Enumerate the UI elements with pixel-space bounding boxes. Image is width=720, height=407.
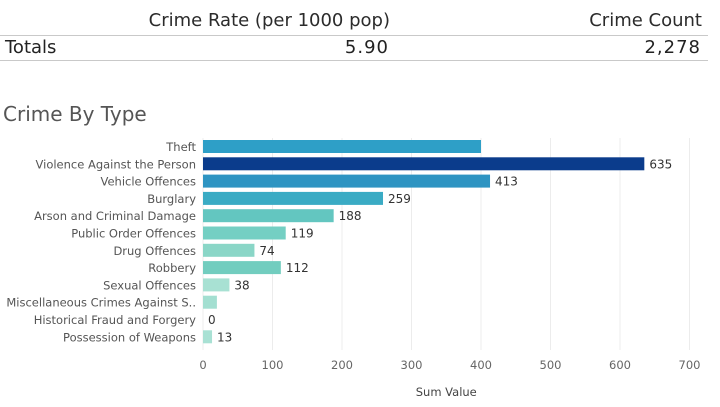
category-label: Vehicle Offences	[100, 175, 196, 189]
bar	[203, 209, 334, 223]
chart-x-axis: 0 100 200 300 400 500 600 700	[199, 358, 700, 372]
chart-value-labels: 635 413 259 188 119 74 112 38 013	[208, 157, 672, 344]
x-tick-label: 600	[609, 358, 631, 372]
x-tick-label: 700	[679, 358, 701, 372]
crime-rate-header: Crime Rate (per 1000 pop)	[148, 10, 390, 31]
data-label: 0	[208, 313, 216, 327]
totals-row: Totals 5.90 2,278	[0, 35, 708, 61]
x-tick-label: 200	[331, 358, 353, 372]
category-label: Drug Offences	[113, 244, 196, 258]
category-label: Sexual Offences	[103, 278, 196, 292]
data-label: 188	[339, 209, 362, 223]
category-label: Arson and Criminal Damage	[34, 209, 196, 223]
category-label: Burglary	[147, 192, 196, 206]
bar	[203, 140, 481, 153]
bar	[203, 157, 645, 171]
data-label: 119	[291, 227, 314, 241]
bar	[203, 191, 384, 205]
bar	[203, 330, 213, 344]
x-tick-label: 400	[470, 358, 492, 372]
data-label: 413	[495, 175, 518, 189]
x-axis-title: Sum Value	[416, 385, 477, 399]
category-label: Public Order Offences	[71, 227, 196, 241]
totals-label: Totals	[5, 37, 57, 58]
data-label: 259	[388, 192, 411, 206]
crime-count-header: Crime Count	[589, 10, 702, 31]
x-tick-label: 300	[401, 358, 423, 372]
bar	[203, 243, 255, 257]
category-label: Miscellaneous Crimes Against S..	[6, 296, 196, 310]
data-label: 13	[217, 330, 232, 344]
chart-category-labels: Theft Violence Against the Person Vehicle …	[6, 140, 196, 344]
bar	[203, 295, 217, 309]
bar	[203, 278, 230, 292]
data-label: 38	[234, 278, 249, 292]
x-tick-label: 0	[199, 358, 206, 372]
bar	[203, 261, 281, 275]
category-label: Historical Fraud and Forgery	[34, 313, 196, 327]
summary-table: Crime Rate (per 1000 pop) Crime Count To…	[0, 0, 720, 62]
category-label: Theft	[165, 140, 196, 154]
chart-title: Crime By Type	[3, 102, 147, 126]
category-label: Violence Against the Person	[36, 157, 196, 171]
data-label: 112	[286, 261, 309, 275]
chart-bars	[203, 140, 645, 344]
totals-crime-count: 2,278	[644, 37, 701, 58]
bar	[203, 174, 491, 188]
bar	[203, 226, 286, 240]
data-label: 74	[259, 244, 274, 258]
data-label: 635	[649, 157, 672, 171]
category-label: Robbery	[148, 261, 196, 275]
totals-crime-rate: 5.90	[344, 37, 389, 58]
category-label: Possession of Weapons	[63, 330, 196, 344]
x-tick-label: 100	[262, 358, 284, 372]
x-tick-label: 500	[540, 358, 562, 372]
